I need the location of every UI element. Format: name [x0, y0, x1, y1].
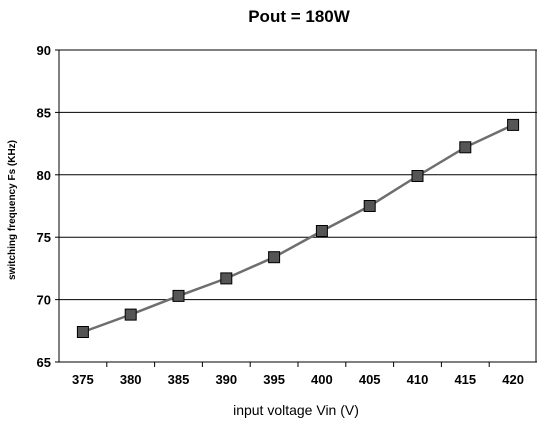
series-markers [76, 118, 520, 338]
y-axis-label: switching frequency Fs (KHz) [7, 140, 18, 280]
x-tick-label-385: 385 [168, 372, 190, 387]
y-tick-label-75: 75 [37, 230, 51, 245]
data-point-390 [220, 272, 233, 285]
x-axis-label: input voltage Vin (V) [233, 402, 359, 418]
data-point-400 [315, 225, 328, 237]
data-point-420 [507, 118, 520, 131]
data-point-375 [76, 326, 89, 338]
x-tick-label-405: 405 [359, 372, 381, 387]
series-line [82, 123, 514, 334]
x-axis: 375 380 385 390 395 400 405 410 415 420 [72, 362, 524, 387]
data-point-395 [268, 251, 281, 264]
data-point-380 [124, 308, 137, 321]
x-tick-label-395: 395 [263, 372, 285, 387]
x-tick-label-410: 410 [407, 372, 429, 387]
data-point-415 [459, 141, 472, 154]
data-point-385 [172, 289, 185, 302]
y-tick-label-85: 85 [37, 105, 51, 120]
x-tick-label-420: 420 [502, 372, 524, 387]
y-tick-label-70: 70 [37, 293, 51, 308]
y-tick-label-90: 90 [37, 43, 51, 58]
chart-title: Pout = 180W [248, 7, 351, 26]
x-tick-label-400: 400 [311, 372, 333, 387]
x-tick-label-390: 390 [215, 372, 237, 387]
y-axis: 65 70 75 80 85 90 [37, 43, 59, 370]
y-tick-label-65: 65 [37, 355, 51, 370]
x-tick-label-380: 380 [120, 372, 142, 387]
x-tick-label-415: 415 [454, 372, 476, 387]
x-tick-label-375: 375 [72, 372, 94, 387]
data-point-405 [363, 200, 376, 212]
data-point-410 [411, 170, 424, 182]
y-tick-label-80: 80 [37, 168, 51, 183]
